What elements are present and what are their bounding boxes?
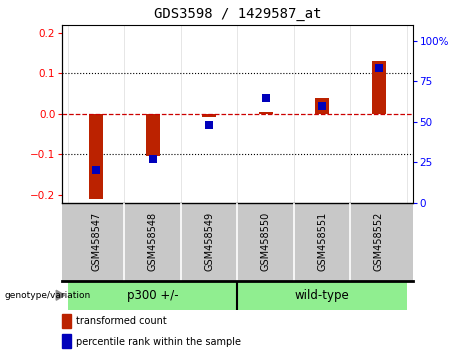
Text: GSM458549: GSM458549 [204,212,214,272]
Bar [259,112,273,114]
Point [319,103,326,109]
Text: GSM458552: GSM458552 [374,212,384,272]
Text: GSM458550: GSM458550 [260,212,271,272]
Point [93,168,100,173]
Bar [237,281,407,310]
Text: GSM458548: GSM458548 [148,212,158,272]
Bar [62,314,71,328]
Title: GDS3598 / 1429587_at: GDS3598 / 1429587_at [154,7,321,21]
Text: GSM458551: GSM458551 [317,212,327,272]
Text: percentile rank within the sample: percentile rank within the sample [76,337,241,347]
Text: GSM458547: GSM458547 [91,212,101,272]
Text: wild-type: wild-type [295,289,349,302]
Bar [68,281,237,310]
Point [149,156,156,162]
FancyArrow shape [56,290,65,300]
Text: transformed count: transformed count [76,316,167,326]
Point [375,65,382,71]
Text: p300 +/-: p300 +/- [127,289,178,302]
Bar [89,114,103,199]
Bar [62,334,71,348]
Point [262,95,269,101]
Bar [146,114,160,156]
Bar [315,98,329,114]
Bar [372,61,386,114]
Point [206,122,213,128]
Text: genotype/variation: genotype/variation [5,291,91,300]
Bar [202,114,216,117]
